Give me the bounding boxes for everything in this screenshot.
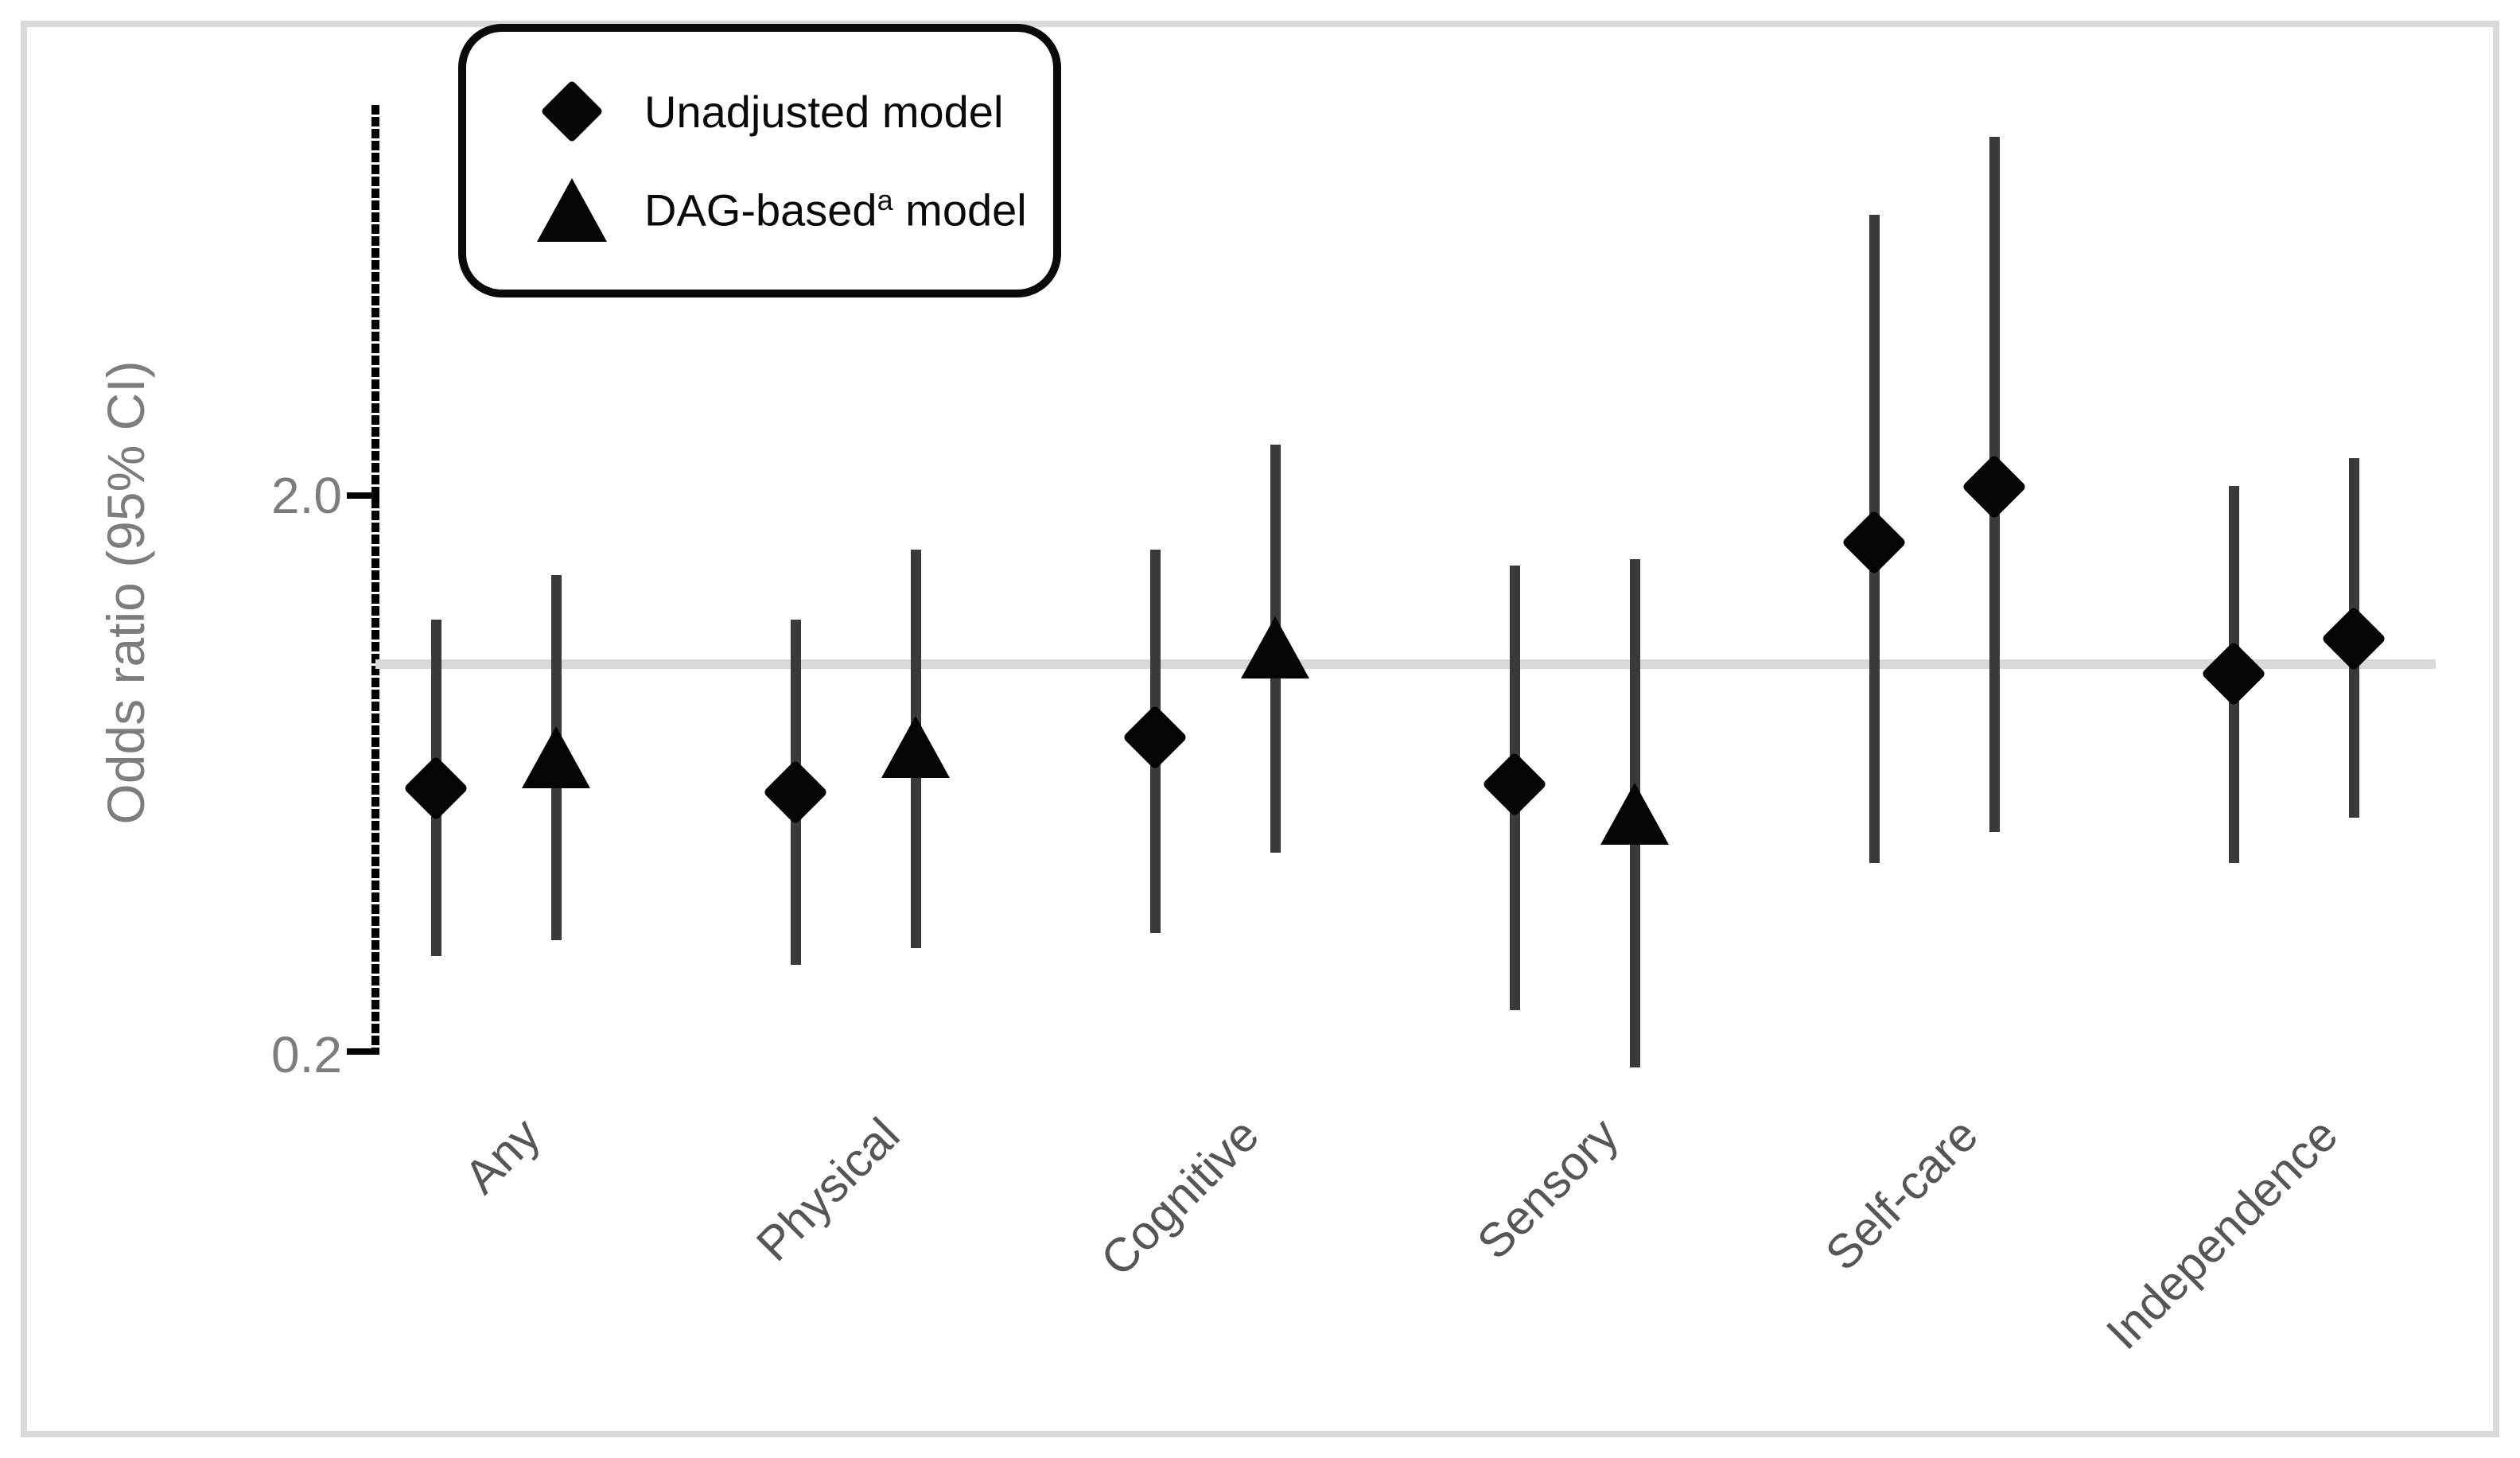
- legend-item-unadjusted: Unadjusted model: [536, 76, 1053, 147]
- reference-line-or-1: [375, 659, 2436, 669]
- legend-label-dag: DAG-baseda model: [644, 184, 1027, 235]
- legend-box: Unadjusted model DAG-baseda model: [458, 24, 1061, 297]
- legend-label-unadjusted: Unadjusted model: [644, 86, 1004, 137]
- legend-diamond-icon: [536, 80, 608, 143]
- marker-triangle-dag-based-any: [522, 726, 590, 789]
- legend-superscript-a: a: [877, 184, 893, 217]
- marker-triangle-dag-based-physical: [881, 716, 950, 779]
- legend-item-dag: DAG-baseda model: [536, 174, 1053, 246]
- y-axis-title: Odds ratio (95% CI): [96, 360, 155, 825]
- marker-triangle-dag-based-cognitive: [1241, 616, 1309, 678]
- y-tick-label-2.0: 2.0: [271, 467, 342, 524]
- figure-border: [21, 21, 2499, 1437]
- legend-triangle-icon: [536, 178, 608, 242]
- y-axis-line: [371, 105, 379, 1055]
- marker-triangle-dag-based-sensory: [1600, 782, 1669, 845]
- y-tick-mark-0.2: [347, 1048, 379, 1055]
- y-tick-label-0.2: 0.2: [271, 1026, 342, 1083]
- y-tick-mark-2.0: [347, 492, 379, 499]
